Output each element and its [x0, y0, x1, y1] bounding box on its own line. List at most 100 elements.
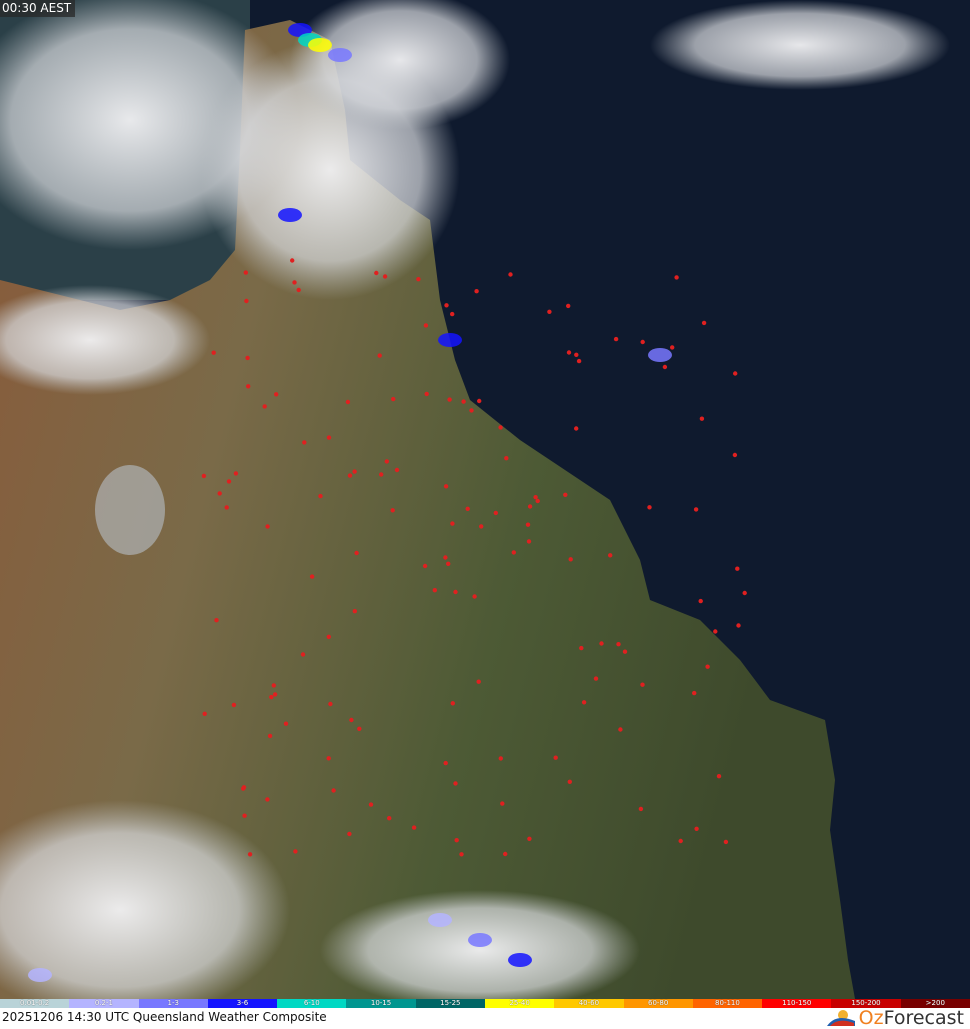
lightning-strike	[674, 275, 679, 280]
lightning-strike	[202, 711, 207, 716]
lightning-strike	[265, 524, 270, 529]
lightning-strike	[387, 816, 392, 821]
lightning-strike	[693, 507, 699, 512]
lightning-strike	[267, 733, 273, 739]
lightning-strike	[500, 801, 505, 806]
lightning-strike	[716, 774, 722, 779]
radar-echo	[28, 968, 52, 982]
lightning-strike	[705, 664, 710, 669]
radar-echo	[328, 48, 352, 62]
time-label: 00:30 AEST	[0, 0, 76, 17]
lightning-strike	[328, 701, 333, 707]
lightning-strike	[723, 839, 729, 845]
lightning-strike	[647, 505, 652, 510]
lightning-strike	[465, 506, 470, 511]
legend-item: 1-3	[138, 999, 208, 1008]
lightning-strike	[283, 721, 289, 726]
lightning-strike	[662, 364, 668, 370]
lightning-strike	[214, 618, 219, 623]
cloud	[0, 800, 290, 999]
lightning-strike	[526, 539, 532, 544]
lightning-strike	[692, 690, 697, 696]
lightning-strike	[511, 550, 516, 555]
lightning-strike	[271, 683, 276, 688]
lightning-strike	[476, 679, 481, 684]
lightning-strike	[563, 492, 568, 497]
lightning-strike	[566, 303, 571, 309]
satellite-map[interactable]	[0, 0, 970, 999]
lightning-strike	[474, 289, 479, 294]
lightning-strike	[527, 836, 532, 841]
lightning-strike	[384, 459, 389, 464]
lightning-strike	[454, 838, 459, 843]
lightning-strike	[503, 851, 508, 857]
lightning-strike	[326, 756, 331, 761]
lightning-strike	[309, 574, 315, 579]
lightning-strike	[576, 358, 582, 364]
lightning-strike	[694, 826, 699, 831]
lightning-strike	[599, 641, 604, 646]
cloud	[0, 285, 210, 395]
lightning-strike	[354, 550, 359, 556]
lightning-strike	[508, 272, 513, 277]
lightning-strike	[394, 467, 400, 473]
lightning-strike	[377, 353, 382, 358]
lightning-strike	[357, 726, 362, 731]
lightning-strike	[245, 355, 250, 361]
cloud	[650, 0, 950, 90]
lightning-strike	[547, 309, 552, 314]
lightning-strike	[670, 345, 675, 350]
lightning-strike	[443, 555, 448, 560]
cloud	[290, 0, 510, 130]
lightning-strike	[424, 391, 429, 397]
lightning-strike	[566, 350, 572, 355]
lightning-strike	[579, 645, 584, 651]
lightning-strike	[300, 652, 306, 657]
lightning-strike	[446, 561, 451, 566]
logo-icon	[826, 1010, 855, 1026]
lightning-strike	[349, 717, 354, 723]
lightning-strike	[231, 702, 237, 708]
lightning-strike	[533, 495, 538, 500]
lightning-strikes	[201, 258, 747, 857]
lightning-strike	[699, 416, 705, 421]
lightning-strike	[613, 336, 619, 342]
lightning-strike	[568, 557, 573, 562]
radar-echo	[648, 348, 672, 362]
lightning-strike	[347, 831, 352, 837]
lightning-strike	[574, 426, 579, 431]
lightning-strike	[453, 589, 458, 595]
lightning-strike	[318, 493, 323, 499]
lightning-strike	[459, 852, 464, 857]
lightning-strike	[553, 755, 558, 760]
legend-item: 110-150	[762, 999, 832, 1008]
lightning-strike	[379, 472, 384, 477]
lightning-strike	[450, 521, 455, 526]
lightning-strike	[326, 435, 332, 440]
lightning-strike	[477, 398, 482, 404]
lightning-strike	[422, 563, 428, 569]
lightning-strike	[640, 339, 645, 345]
lightning-strike	[274, 392, 279, 397]
lightning-strike	[241, 786, 246, 791]
lightning-strike	[347, 473, 353, 478]
lightning-strike	[217, 491, 222, 496]
lightning-strike	[352, 469, 357, 474]
lightning-strike	[443, 760, 448, 766]
radar-echo	[428, 913, 452, 927]
legend-item: 10-15	[346, 999, 416, 1008]
lightning-strike	[296, 287, 301, 293]
legend-item: 60-80	[623, 999, 693, 1008]
lightning-strike	[292, 280, 297, 285]
legend-item: 0.01-0.2	[0, 999, 70, 1008]
lightning-strike	[567, 779, 572, 784]
lightning-strike	[352, 609, 357, 614]
lightning-strike	[608, 553, 613, 558]
legend-item: >200	[900, 999, 970, 1008]
lightning-strike	[504, 456, 509, 461]
lightning-strike	[382, 274, 388, 279]
lightning-strike	[272, 692, 278, 697]
lightning-strike	[262, 404, 267, 409]
ozforecast-logo[interactable]: OzForecast	[826, 1008, 964, 1028]
lightning-strike	[243, 270, 248, 275]
